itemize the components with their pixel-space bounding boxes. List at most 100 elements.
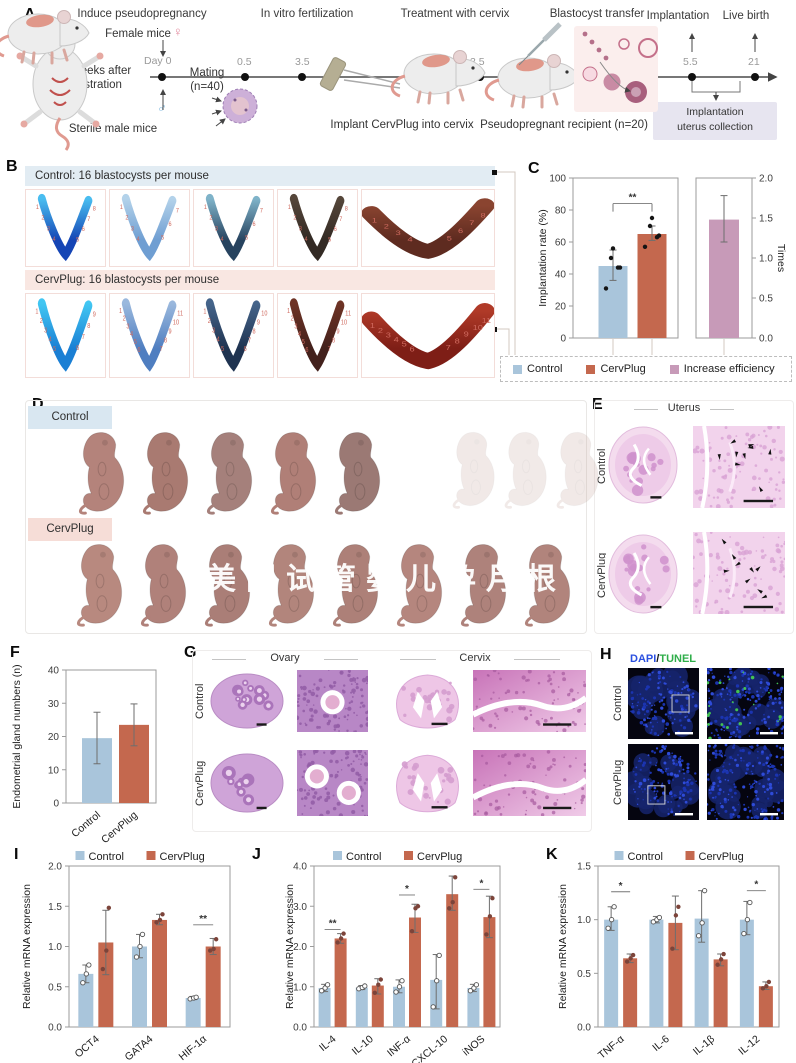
panel-c-label: C xyxy=(528,160,540,177)
svg-text:7: 7 xyxy=(328,346,331,354)
svg-text:3: 3 xyxy=(386,330,392,339)
svg-text:1: 1 xyxy=(288,204,292,212)
svg-text:5: 5 xyxy=(76,236,80,244)
svg-text:2: 2 xyxy=(384,223,390,231)
stage-treatment-cervix: Treatment with cervix xyxy=(400,8,510,20)
svg-text:0.0: 0.0 xyxy=(577,1023,591,1034)
pup-image xyxy=(207,432,253,515)
svg-text:Relative mRNA expression: Relative mRNA expression xyxy=(557,884,569,1009)
syringe-icon xyxy=(518,22,562,66)
svg-text:TNF-α: TNF-α xyxy=(596,1033,627,1061)
dapi-tunel-image xyxy=(628,668,699,739)
svg-text:4.0: 4.0 xyxy=(293,862,307,873)
blastocyst-inset xyxy=(574,26,658,112)
svg-text:1.0: 1.0 xyxy=(48,942,62,953)
svg-text:2: 2 xyxy=(208,317,211,325)
cervix-section-image xyxy=(387,750,468,816)
svg-text:OCT4: OCT4 xyxy=(73,1033,102,1060)
svg-text:4: 4 xyxy=(136,236,140,244)
panel-j-label: J xyxy=(252,846,261,863)
uterus-photo: 1 2 3 4 5 6 7 8 9 10 11 xyxy=(277,293,358,378)
uterus-section-image xyxy=(606,532,680,616)
pup-image xyxy=(333,544,379,627)
svg-text:9: 9 xyxy=(168,328,171,336)
cervix-zoom-image xyxy=(473,750,586,816)
dapi-label: DAPI xyxy=(630,653,657,665)
title-line xyxy=(212,659,246,660)
mrna-chart-i: 0.0 0.5 1.0 1.5 2.0 Relative mRNA expression *… xyxy=(21,851,231,1063)
pup-image xyxy=(525,544,571,627)
svg-text:1.0: 1.0 xyxy=(759,254,773,265)
svg-text:5: 5 xyxy=(53,345,56,353)
svg-text:1: 1 xyxy=(120,204,124,212)
svg-text:0.5: 0.5 xyxy=(48,982,62,993)
svg-text:0: 0 xyxy=(560,334,566,345)
svg-text:10: 10 xyxy=(173,319,179,327)
panel-k-label: K xyxy=(546,846,558,863)
svg-text:iNOS: iNOS xyxy=(460,1033,487,1058)
uterus-panel-box xyxy=(594,400,794,634)
svg-text:6: 6 xyxy=(76,344,79,352)
pup-image xyxy=(79,432,125,515)
svg-text:7: 7 xyxy=(176,207,180,215)
svg-text:7: 7 xyxy=(469,219,475,227)
svg-text:**: ** xyxy=(199,914,207,925)
svg-text:HIF-1α: HIF-1α xyxy=(177,1033,209,1063)
ovary-title: Ovary xyxy=(270,652,300,664)
pups-panel-box xyxy=(25,400,587,634)
tick-day0: Day 0 xyxy=(144,55,172,67)
svg-text:1: 1 xyxy=(203,308,206,316)
pup-image xyxy=(504,432,547,509)
svg-text:1.5: 1.5 xyxy=(759,214,773,225)
svg-text:3: 3 xyxy=(47,225,51,233)
pup-image xyxy=(452,432,495,509)
svg-text:2: 2 xyxy=(41,214,45,222)
svg-text:*: * xyxy=(619,881,623,892)
svg-text:1.5: 1.5 xyxy=(577,862,591,873)
mating-label: Mating (n=40) xyxy=(189,67,225,94)
svg-text:6: 6 xyxy=(137,346,140,354)
legend-item: Increase efficiency xyxy=(669,363,775,375)
svg-text:7: 7 xyxy=(248,337,251,345)
svg-text:40: 40 xyxy=(48,666,60,677)
svg-text:Control: Control xyxy=(69,809,103,840)
svg-text:6: 6 xyxy=(252,221,256,229)
title-line xyxy=(324,659,358,660)
pup-image xyxy=(269,544,315,627)
cervix-zoom-image xyxy=(473,670,586,732)
svg-text:7: 7 xyxy=(339,215,343,223)
tick-21: 21 xyxy=(748,56,760,68)
stage-live-birth: Live birth xyxy=(722,10,770,22)
svg-text:4: 4 xyxy=(220,236,224,244)
svg-text:3: 3 xyxy=(212,327,215,335)
mrna-chart-j: 0.0 1.0 2.0 3.0 4.0 Relative mRNA expression *… xyxy=(284,851,501,1063)
svg-text:8: 8 xyxy=(480,211,486,219)
control-group-header: Control: 16 blastocysts per mouse xyxy=(25,166,495,186)
svg-text:4: 4 xyxy=(49,336,52,344)
svg-text:2.0: 2.0 xyxy=(48,862,62,873)
increase-efficiency-chart: 0.0 0.5 1.0 1.5 2.0 Times xyxy=(695,174,787,345)
svg-text:7: 7 xyxy=(446,343,452,352)
implant-cervplug-caption: Implant CervPlug into cervix xyxy=(330,119,474,131)
svg-text:Control: Control xyxy=(89,851,124,863)
svg-text:11: 11 xyxy=(482,316,492,325)
title-line xyxy=(710,409,734,410)
h-row-control-label: Control xyxy=(612,685,624,722)
tunel-label: TUNEL xyxy=(659,653,697,665)
stage-implantation: Implantation xyxy=(646,10,710,22)
svg-text:Endometrial gland numbers (n): Endometrial gland numbers (n) xyxy=(11,664,23,808)
cervplug-chip: CervPlug xyxy=(28,518,112,541)
svg-text:CervPlug: CervPlug xyxy=(417,851,462,863)
male-symbol: ♂ xyxy=(157,100,167,115)
svg-text:0.0: 0.0 xyxy=(759,334,773,345)
svg-text:1.5: 1.5 xyxy=(48,902,62,913)
svg-text:Control: Control xyxy=(346,851,381,863)
panel-h-label: H xyxy=(600,646,612,663)
svg-text:2: 2 xyxy=(291,315,294,323)
stain-title: DAPI/TUNEL xyxy=(630,653,696,665)
svg-text:8: 8 xyxy=(455,336,461,345)
title-line xyxy=(634,409,658,410)
svg-text:100: 100 xyxy=(549,174,566,185)
